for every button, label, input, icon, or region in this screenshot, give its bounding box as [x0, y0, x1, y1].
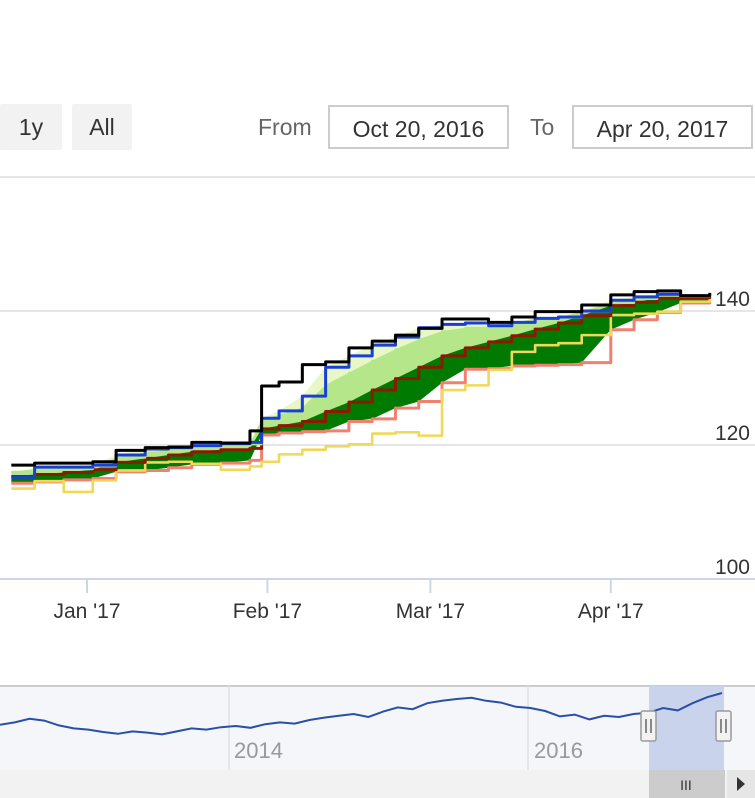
to-label: To [530, 114, 555, 140]
scrollbar[interactable]: III [0, 770, 755, 798]
y-tick-label: 140 [715, 288, 750, 311]
from-date-input[interactable]: Oct 20, 2016 [328, 105, 509, 149]
series-line-yellow [11, 298, 712, 494]
to-date-input[interactable]: Apr 20, 2017 [572, 105, 753, 149]
navigator-label-2014: 2014 [234, 738, 283, 763]
band-upper-light [11, 295, 710, 477]
band-lower-green [11, 296, 710, 484]
series-line-darkred [11, 296, 712, 478]
navigator-selection-mask[interactable] [649, 686, 724, 770]
navigator-series-line [0, 692, 723, 736]
x-tick-label: Jan '17 [53, 600, 120, 623]
range-all-button[interactable]: All [72, 104, 132, 150]
navigator-background [0, 686, 755, 770]
x-tick-label: Feb '17 [233, 600, 302, 623]
navigator-right-handle[interactable] [715, 710, 732, 742]
y-tick-label: 100 [715, 556, 750, 579]
navigator[interactable]: 2014 2016 [0, 685, 755, 770]
from-label: From [258, 114, 312, 140]
range-1y-button[interactable]: 1y [0, 104, 62, 150]
y-tick-label: 120 [715, 422, 750, 445]
x-tick-label: Apr '17 [578, 600, 644, 623]
scrollbar-thumb[interactable] [649, 770, 725, 798]
x-axis-ticks: Jan '17 Feb '17 Mar '17 Apr '17 [53, 579, 644, 623]
scroll-right-arrow-icon [737, 777, 745, 791]
x-tick-label: Mar '17 [396, 600, 465, 623]
scrollbar-track[interactable] [0, 770, 755, 798]
navigator-left-handle[interactable] [640, 710, 657, 742]
series-line-black [11, 289, 712, 467]
y-axis-ticks: 100 120 140 [715, 288, 750, 579]
band-area [11, 294, 710, 484]
scrollbar-grip: III [680, 777, 692, 793]
series-lines [11, 289, 712, 494]
navigator-label-2016: 2016 [534, 738, 583, 763]
